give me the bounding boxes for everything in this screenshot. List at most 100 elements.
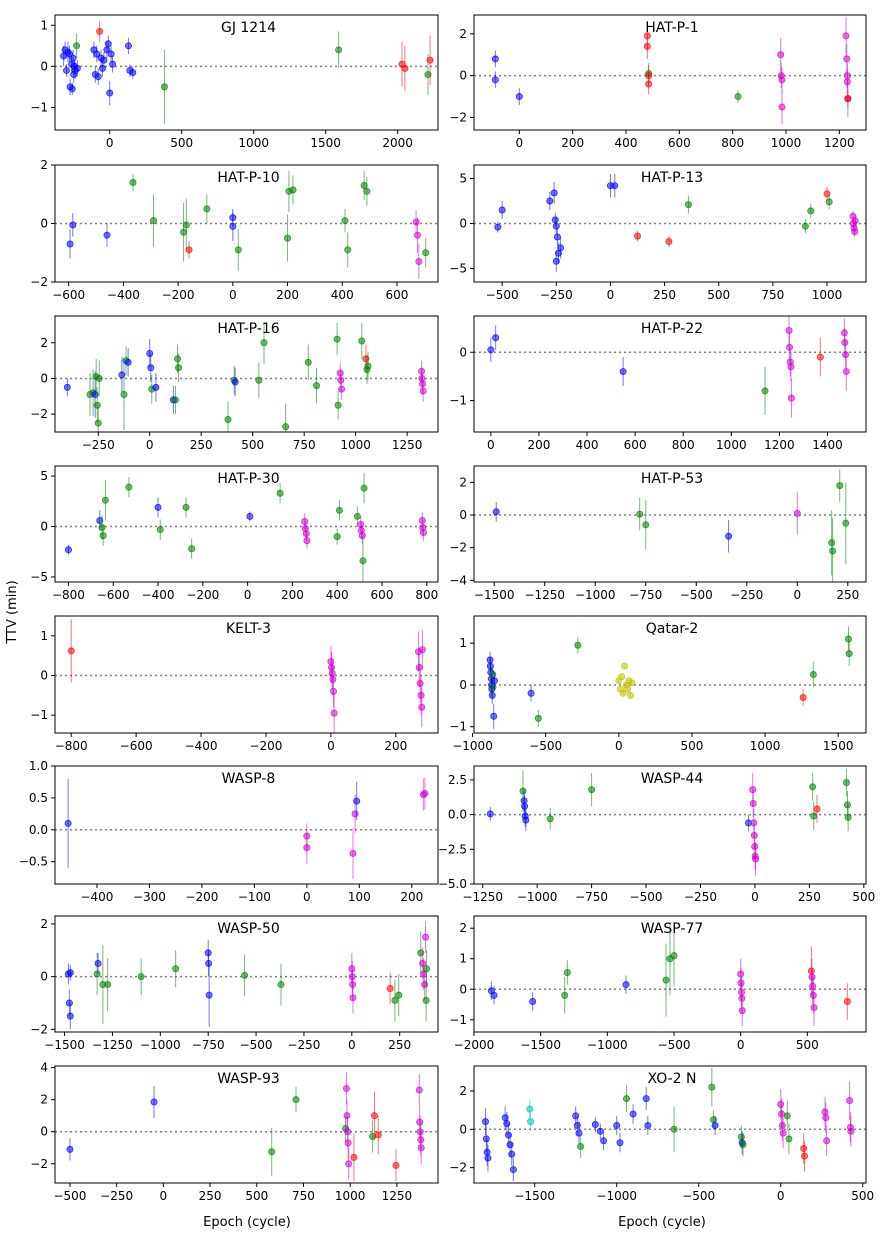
x-tick-label: −750 (629, 588, 662, 602)
x-tick-label: 500 (707, 288, 730, 302)
x-tick-label: 500 (680, 739, 703, 753)
plot-area (474, 616, 866, 733)
data-point (344, 246, 352, 254)
data-point (509, 1166, 517, 1174)
x-tick-label: −600 (52, 288, 85, 302)
x-tick-label: 400 (331, 288, 354, 302)
data-point (330, 709, 338, 717)
panel-qatar-2: −1000 −500 0 500 1000 1500 −1 0 1 Qatar-2 (449, 615, 867, 753)
x-tick-label: −400 (107, 288, 140, 302)
axes-frame (473, 465, 867, 583)
plot-area (474, 766, 866, 884)
x-tick-label: −500 (486, 288, 519, 302)
data-points (64, 921, 431, 1030)
x-tick-label: −2000 (454, 1038, 495, 1052)
data-point (621, 662, 629, 670)
data-point (572, 1112, 580, 1120)
data-points (66, 170, 430, 280)
x-tick-label: 800 (721, 136, 744, 150)
data-point (156, 526, 164, 534)
data-point (103, 231, 111, 239)
data-point (421, 789, 429, 797)
panel-hat-p-16: −250 0 250 500 750 1000 1250 −2 0 2 HAT-P-16 (30, 315, 439, 452)
data-point (634, 232, 642, 240)
data-point (619, 689, 627, 697)
data-point (809, 671, 817, 679)
data-point (268, 1148, 276, 1156)
data-point (483, 1148, 491, 1156)
y-tick-label: 0 (40, 217, 48, 231)
y-tick-label: 5 (40, 469, 48, 483)
y-tick-label: −2 (30, 1022, 48, 1036)
x-tick-label: 0 (737, 1038, 745, 1052)
data-point (246, 512, 254, 520)
data-point (419, 959, 427, 967)
data-point (303, 844, 311, 852)
data-point (821, 1108, 829, 1116)
x-tick-label: 200 (527, 438, 550, 452)
data-point (150, 1098, 158, 1106)
data-point (709, 1116, 717, 1124)
x-tick-label: 0 (487, 438, 495, 452)
x-tick-label: −1000 (596, 1189, 637, 1203)
data-point (203, 205, 211, 213)
y-tick-label: −2 (30, 275, 48, 289)
x-tick-label: −250 (100, 1189, 133, 1203)
data-point (813, 805, 821, 813)
data-point (708, 1083, 716, 1091)
data-points (64, 777, 429, 879)
data-point (546, 815, 554, 823)
data-point (118, 371, 126, 379)
data-point (643, 42, 651, 50)
y-tick-label: −1 (449, 1013, 467, 1027)
x-tick-label: 1000 (812, 288, 843, 302)
data-point (328, 670, 336, 678)
y-tick-label: 0 (40, 59, 48, 73)
data-point (823, 190, 831, 198)
plot-area (55, 15, 438, 130)
data-point (415, 1086, 423, 1094)
axes-frame (473, 1065, 867, 1184)
x-tick-label: −400 (185, 739, 218, 753)
x-tick-label: 200 (281, 588, 304, 602)
y-tick-label: −2 (30, 1157, 48, 1171)
x-tick-label: −600 (120, 739, 153, 753)
data-point (313, 382, 321, 390)
panel-hat-p-53: −1500 −1250 −1000 −750 −500 −250 0 250 −4 −2 0 2 HAT… (449, 465, 867, 602)
x-tick-label: 0 (303, 890, 311, 904)
data-point (739, 1141, 747, 1149)
data-point (353, 512, 361, 520)
panel-title: WASP-8 (222, 771, 276, 787)
panel-title: XO-2 N (648, 1071, 697, 1087)
data-point (490, 677, 498, 685)
data-point (823, 1137, 831, 1145)
data-points (486, 626, 853, 729)
x-tick-label: −500 (680, 588, 713, 602)
plot-area (474, 1066, 866, 1183)
axes-frame (473, 765, 867, 885)
x-tick-label: 400 (326, 588, 349, 602)
data-point (843, 55, 851, 63)
y-tick-label: −5.0 (438, 877, 467, 891)
data-point (787, 394, 795, 402)
x-tick-label: −600 (97, 588, 130, 602)
panel-wasp-8: −400 −300 −200 −100 0 100 200 −0.5 0.0 0.5 1.0 WASP… (19, 759, 439, 904)
data-point (534, 714, 542, 722)
data-point (846, 1097, 854, 1105)
data-point (125, 483, 133, 491)
data-point (129, 69, 137, 77)
data-point (613, 1121, 621, 1129)
data-point (146, 349, 154, 357)
data-point (778, 1121, 786, 1129)
data-point (182, 221, 190, 229)
axes-frame (54, 915, 439, 1033)
data-point (619, 368, 627, 376)
y-tick-label: 2.5 (448, 773, 467, 787)
axes-frame (54, 1065, 439, 1184)
data-point (670, 952, 678, 960)
data-point (94, 73, 102, 81)
data-point (417, 1144, 425, 1152)
x-tick-label: −500 (529, 739, 562, 753)
data-point (344, 1139, 352, 1147)
y-tick-label: 0 (459, 345, 467, 359)
